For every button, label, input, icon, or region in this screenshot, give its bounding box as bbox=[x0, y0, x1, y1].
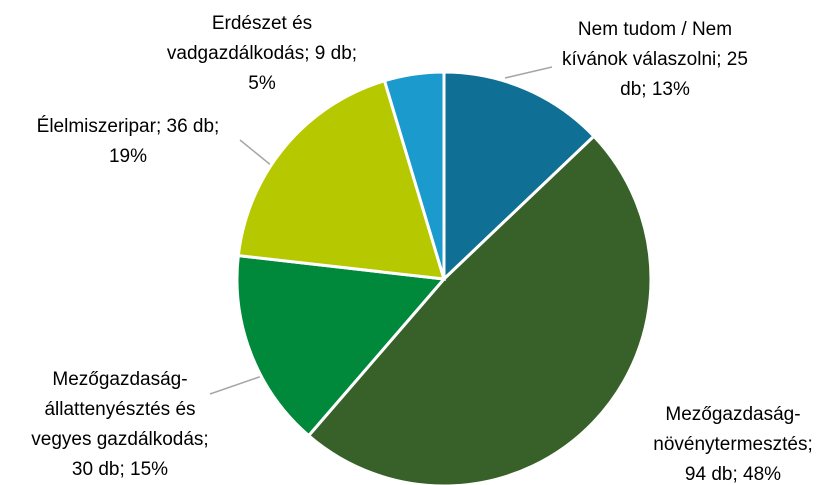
data-label: Élelmiszeripar; 36 db; 19% bbox=[37, 116, 220, 167]
pie-slice bbox=[236, 78, 447, 281]
pie-slice bbox=[235, 253, 447, 438]
pie-slice bbox=[442, 70, 597, 283]
pie-slice bbox=[306, 134, 653, 485]
data-label: Mezőgazdaság-növénytermesztés; 94 db; 48% bbox=[653, 404, 812, 485]
leader-line bbox=[504, 66, 553, 79]
data-label: Nem tudom / Nem kívánok válaszolni; 25 db;… bbox=[562, 19, 748, 100]
leader-line bbox=[209, 375, 263, 395]
data-label: Mezőgazdaság-állattenyésztés és vegyes ga… bbox=[31, 369, 208, 480]
pie-slice bbox=[382, 70, 446, 280]
data-label: Erdészet és vadgazdálkodás; 9 db; 5% bbox=[167, 13, 357, 94]
leader-line bbox=[239, 139, 273, 167]
